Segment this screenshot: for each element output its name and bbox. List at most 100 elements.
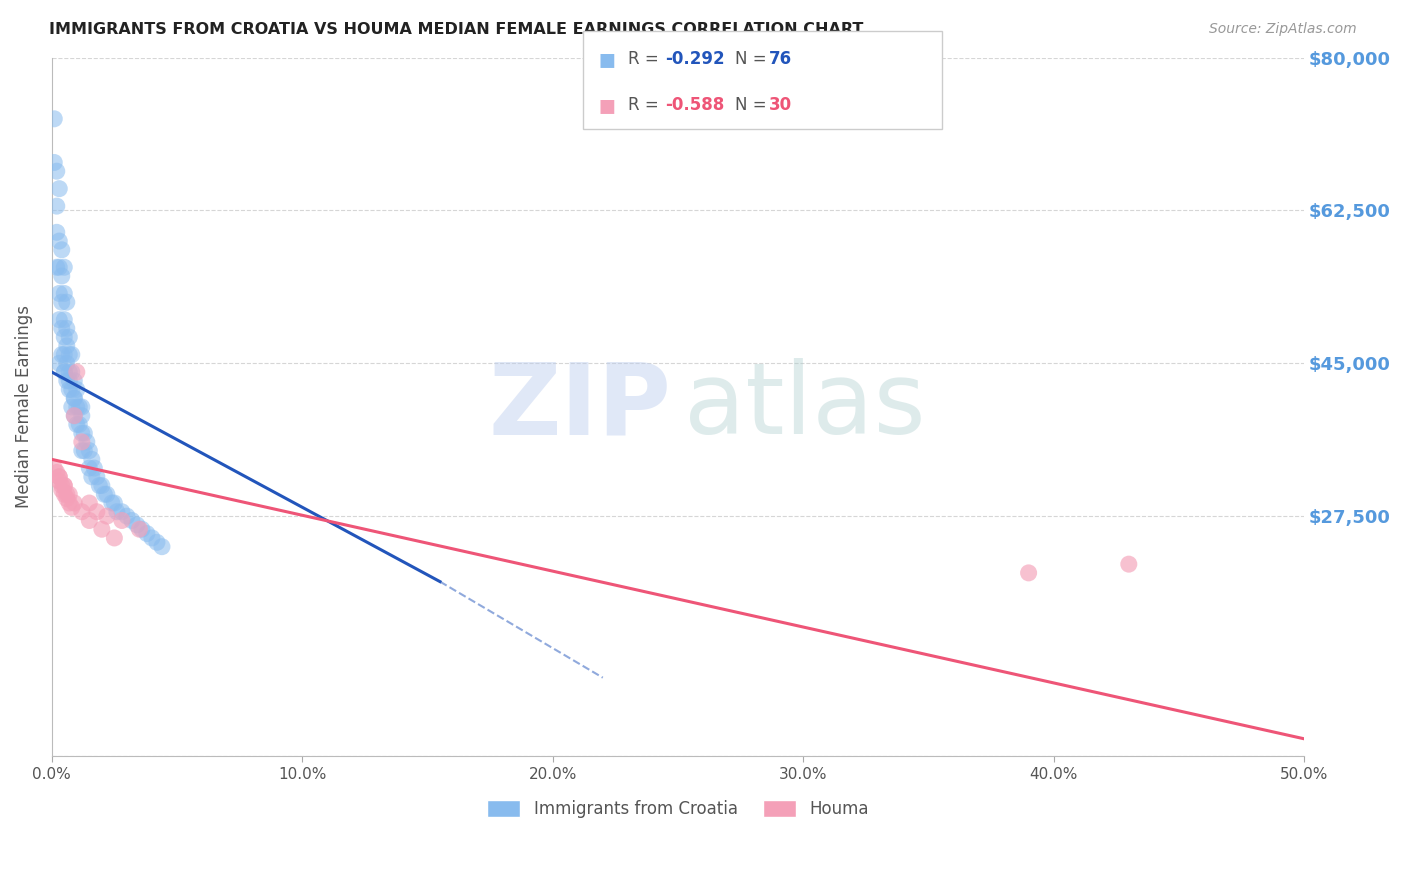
Point [1118, 557, 1140, 571]
Point [53, 286, 76, 301]
Point [51, 321, 73, 335]
Point [55, 374, 77, 388]
Point [55, 356, 77, 370]
Point [67, 400, 90, 414]
Point [66, 417, 89, 432]
Point [111, 514, 134, 528]
Point [103, 496, 125, 510]
Point [53, 260, 76, 275]
Point [51, 483, 73, 497]
Point [58, 365, 80, 379]
Point [89, 478, 111, 492]
Point [141, 531, 163, 545]
Point [146, 535, 169, 549]
Text: IMMIGRANTS FROM CROATIA VS HOUMA MEDIAN FEMALE EARNINGS CORRELATION CHART: IMMIGRANTS FROM CROATIA VS HOUMA MEDIAN … [49, 22, 863, 37]
Point [136, 526, 159, 541]
Point [93, 487, 115, 501]
Point [58, 496, 80, 510]
Point [48, 182, 70, 196]
Point [60, 500, 83, 515]
Legend: Immigrants from Croatia, Houma: Immigrants from Croatia, Houma [481, 793, 876, 825]
Point [44, 155, 66, 169]
Point [103, 531, 125, 545]
Text: -0.292: -0.292 [665, 50, 724, 68]
Point [45, 199, 67, 213]
Point [66, 383, 89, 397]
Point [80, 452, 103, 467]
Point [70, 426, 93, 441]
Point [70, 400, 93, 414]
Point [63, 496, 86, 510]
Point [55, 321, 77, 335]
Point [125, 517, 148, 532]
Point [96, 509, 118, 524]
Point [79, 443, 101, 458]
Point [45, 260, 67, 275]
Point [128, 522, 150, 536]
Point [44, 112, 66, 126]
Point [63, 409, 86, 423]
Point [73, 426, 96, 441]
Point [111, 505, 134, 519]
Point [51, 478, 73, 492]
Point [58, 383, 80, 397]
Point [150, 540, 173, 554]
Text: N =: N = [735, 95, 772, 114]
Point [86, 505, 108, 519]
Point [67, 417, 90, 432]
Point [80, 470, 103, 484]
Point [51, 243, 73, 257]
Point [45, 225, 67, 239]
Point [51, 348, 73, 362]
Point [53, 365, 76, 379]
Text: -0.588: -0.588 [665, 95, 724, 114]
Point [70, 505, 93, 519]
Point [55, 295, 77, 310]
Point [63, 391, 86, 405]
Point [63, 374, 86, 388]
Point [53, 487, 76, 501]
Point [70, 409, 93, 423]
Point [63, 409, 86, 423]
Point [51, 295, 73, 310]
Point [48, 260, 70, 275]
Point [58, 348, 80, 362]
Point [101, 496, 124, 510]
Text: N =: N = [735, 50, 772, 68]
Point [45, 164, 67, 178]
Point [44, 461, 66, 475]
Point [60, 383, 83, 397]
Point [66, 365, 89, 379]
Text: 30: 30 [769, 95, 792, 114]
Point [1018, 566, 1040, 580]
Text: Source: ZipAtlas.com: Source: ZipAtlas.com [1209, 22, 1357, 37]
Text: ZIP: ZIP [489, 359, 672, 456]
Point [48, 234, 70, 248]
Point [53, 365, 76, 379]
Point [53, 478, 76, 492]
Point [48, 356, 70, 370]
Point [60, 348, 83, 362]
Point [66, 400, 89, 414]
Point [58, 374, 80, 388]
Point [70, 434, 93, 449]
Point [83, 461, 105, 475]
Point [45, 466, 67, 480]
Point [79, 514, 101, 528]
Point [96, 487, 118, 501]
Point [53, 330, 76, 344]
Point [48, 474, 70, 488]
Point [60, 365, 83, 379]
Point [53, 348, 76, 362]
Point [53, 478, 76, 492]
Y-axis label: Median Female Earnings: Median Female Earnings [15, 305, 32, 508]
Point [70, 443, 93, 458]
Point [58, 487, 80, 501]
Point [90, 522, 112, 536]
Point [55, 487, 77, 501]
Point [60, 400, 83, 414]
Text: atlas: atlas [685, 359, 925, 456]
Point [58, 330, 80, 344]
Point [55, 491, 77, 506]
Text: ▪: ▪ [598, 45, 616, 72]
